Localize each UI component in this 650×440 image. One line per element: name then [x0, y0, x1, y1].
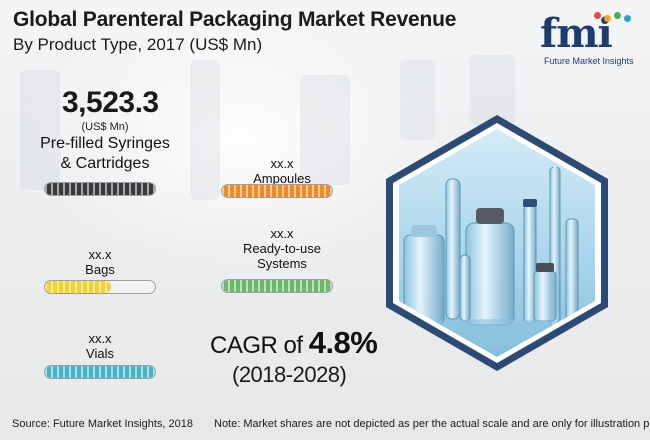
systems-bar-fill [222, 280, 332, 292]
cagr-prefix: CAGR of [210, 332, 309, 359]
chart-subtitle: By Product Type, 2017 (US$ Mn) [13, 35, 263, 54]
vial-medium-cap [476, 208, 504, 224]
vials-value: xx.x [88, 331, 112, 346]
cagr-value: 4.8% [308, 325, 378, 360]
systems-label-block: xx.x Ready-to-use Systems [222, 226, 342, 271]
syringe-right [565, 218, 579, 324]
bags-bar-fill [45, 281, 111, 293]
ampoule-tall [445, 178, 461, 320]
bags-label-block: xx.x Bags [44, 247, 156, 277]
bags-bar [44, 280, 156, 294]
syringes-label-line2: & Cartridges [60, 155, 150, 172]
logo-dot-orange [604, 15, 611, 22]
ampoules-bar [221, 184, 333, 198]
background-vial [20, 70, 60, 190]
vial-medium [465, 222, 515, 326]
syringes-bar [44, 182, 156, 196]
systems-value: xx.x [270, 226, 294, 241]
bags-label: Bags [85, 262, 115, 277]
cagr-text: CAGR of 4.8% [210, 325, 378, 361]
chart-title: Global Parenteral Packaging Market Reven… [13, 8, 457, 31]
background-vial [400, 60, 435, 140]
vials-bar [44, 365, 156, 379]
vial-small-right [533, 270, 557, 322]
product-illustration [386, 115, 608, 371]
systems-label-line1: Ready-to-use [242, 241, 322, 256]
systems-label-line2: Systems [257, 256, 307, 271]
syringes-label: Pre-filled Syringes & Cartridges [0, 134, 210, 174]
background-vial [470, 55, 515, 125]
cagr-period: (2018-2028) [232, 362, 347, 387]
ampoule-small [459, 254, 471, 322]
ampoules-bar-fill [222, 185, 332, 197]
syringe-blue-cap [523, 199, 537, 207]
systems-bar [221, 279, 333, 293]
ampoules-label-block: xx.x Ampoules [222, 156, 342, 186]
syringes-bar-fill [45, 183, 155, 195]
vial-large-left-cap [411, 225, 437, 237]
bags-value: xx.x [88, 247, 112, 262]
ampoules-label: Ampoules [253, 171, 311, 186]
source-note: Source: Future Market Insights, 2018 [12, 418, 193, 430]
syringes-label-line1: Pre-filled Syringes [40, 135, 170, 152]
vials-bar-fill [45, 366, 155, 378]
vials-label: Vials [86, 346, 114, 361]
vials-label-block: xx.x Vials [44, 331, 156, 361]
logo-dot-red [594, 12, 601, 19]
logo-text: fmi [540, 10, 613, 57]
logo-dot-green [614, 12, 621, 19]
logo-tagline: Future Market Insights [544, 56, 634, 66]
background-vial [190, 60, 220, 200]
ampoules-value: xx.x [270, 156, 294, 171]
vial-small-right-cap [536, 263, 554, 272]
syringes-unit: (US$ Mn) [81, 121, 129, 133]
syringes-value: 3,523.3 [62, 86, 159, 119]
fmi-logo: fmi Future Market Insights [538, 12, 638, 67]
logo-dot-blue [624, 15, 631, 22]
background-vial [300, 75, 350, 185]
disclaimer-note: Note: Market shares are not depicted as … [214, 418, 650, 430]
